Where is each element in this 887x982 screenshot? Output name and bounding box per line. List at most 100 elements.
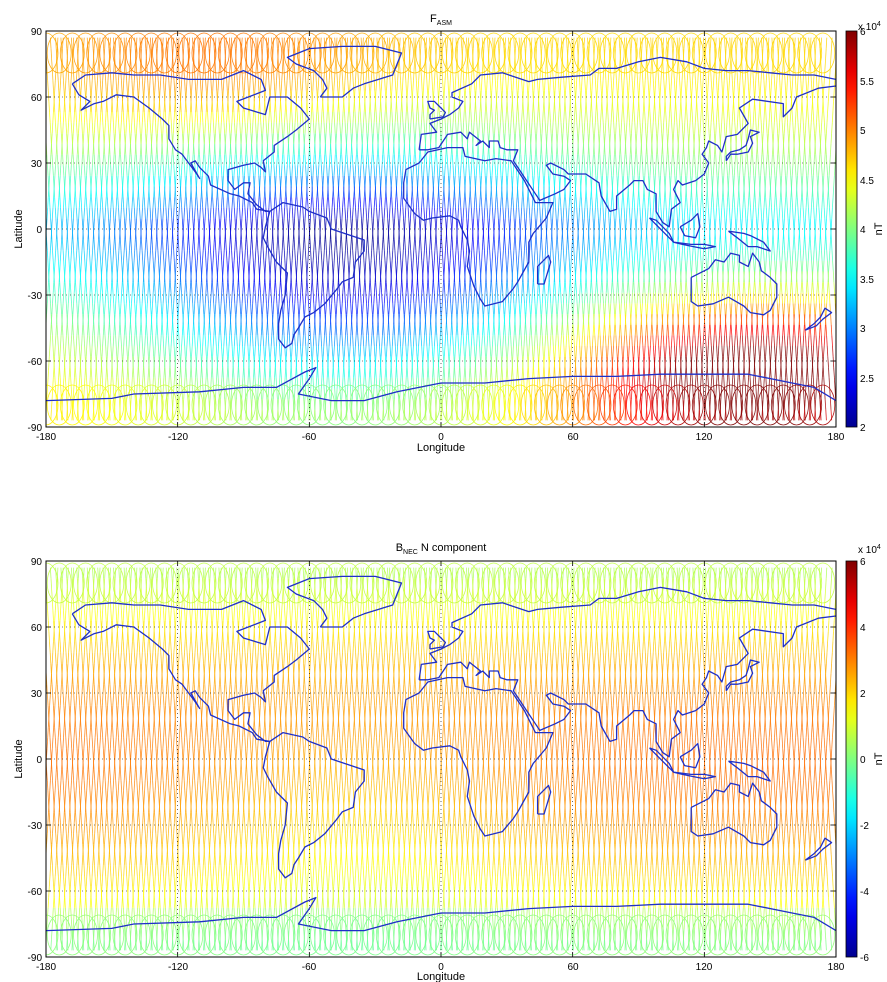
- track-segment: [112, 197, 114, 208]
- track-segment: [118, 37, 120, 49]
- track-segment: [49, 335, 51, 347]
- track-segment: [106, 356, 108, 368]
- track-segment: [105, 165, 107, 176]
- track-segment: [85, 175, 87, 187]
- track-segment: [72, 324, 74, 336]
- track-segment: [43, 357, 44, 368]
- track-segment: [69, 260, 72, 272]
- track-segment: [112, 80, 114, 91]
- track-segment: [55, 37, 57, 49]
- track-segment: [117, 175, 119, 187]
- track-segment: [69, 367, 72, 378]
- track-segment: [135, 324, 137, 336]
- track-segment: [56, 324, 58, 336]
- track-segment: [46, 154, 48, 166]
- track-segment: [93, 143, 95, 155]
- track-segment: [104, 250, 107, 261]
- track-segment: [89, 367, 92, 378]
- track-segment: [63, 197, 65, 208]
- track-segment: [73, 250, 75, 261]
- track-segment: [92, 37, 94, 49]
- track-segment: [95, 186, 98, 198]
- track-segment: [39, 335, 40, 346]
- track-segment: [119, 303, 122, 315]
- track-segment: [84, 80, 86, 91]
- track-segment: [109, 303, 111, 315]
- track-segment: [63, 80, 65, 91]
- track-segment: [60, 239, 62, 251]
- track-segment: [79, 260, 81, 272]
- track-segment: [47, 377, 49, 389]
- track-segment: [119, 324, 122, 336]
- track-segment: [115, 250, 117, 261]
- track-segment: [64, 111, 67, 123]
- track-segment: [100, 260, 102, 272]
- track-segment: [97, 154, 99, 166]
- track-segment: [75, 165, 77, 176]
- track-segment: [63, 367, 65, 378]
- track-segment: [115, 122, 117, 134]
- track-segment: [57, 207, 59, 219]
- track-segment: [98, 399, 100, 410]
- track-segment: [96, 250, 99, 261]
- track-segment: [80, 197, 82, 208]
- track-segment: [104, 37, 106, 49]
- track-segment: [122, 111, 125, 123]
- track-segment: [44, 261, 45, 272]
- track-segment: [65, 122, 67, 134]
- track-segment: [57, 335, 59, 347]
- track-segment: [54, 111, 56, 123]
- track-segment: [111, 271, 113, 283]
- track-segment: [83, 154, 85, 166]
- track-segment: [62, 388, 64, 400]
- track-segment: [83, 165, 86, 176]
- track-segment: [73, 377, 75, 389]
- track-segment: [124, 143, 127, 155]
- track-segment: [69, 175, 72, 187]
- track-segment: [105, 367, 107, 378]
- track-segment: [65, 37, 68, 49]
- track-segment: [52, 165, 54, 176]
- track-segment: [59, 345, 61, 357]
- track-segment: [48, 260, 51, 272]
- track-segment: [74, 271, 76, 283]
- track-segment: [132, 175, 134, 187]
- track-segment: [78, 165, 81, 176]
- track-segment: [104, 218, 106, 230]
- track-segment: [65, 69, 67, 81]
- track-segment: [123, 324, 126, 336]
- track-segment: [92, 154, 94, 166]
- track-segment: [77, 324, 80, 336]
- track-segment: [123, 239, 126, 251]
- track-segment: [129, 239, 131, 251]
- track-segment: [127, 186, 129, 198]
- track-segment: [73, 197, 76, 208]
- track-segment: [118, 154, 120, 166]
- track-segment: [99, 165, 102, 176]
- track-segment: [126, 260, 128, 272]
- track-segment: [49, 111, 51, 123]
- track-segment: [67, 303, 69, 315]
- track-segment: [40, 133, 41, 144]
- track-segment: [65, 154, 68, 166]
- track-segment: [75, 335, 78, 347]
- track-segment: [80, 80, 83, 91]
- track-segment: [90, 260, 93, 272]
- track-segment: [52, 292, 54, 304]
- track-segment: [44, 346, 45, 357]
- track-segment: [111, 186, 113, 198]
- track-segment: [119, 399, 121, 410]
- track-segment: [102, 388, 104, 400]
- track-segment: [56, 154, 59, 166]
- track-segment: [51, 58, 53, 70]
- track-segment: [60, 303, 62, 315]
- track-segment: [102, 335, 104, 347]
- track-segment: [67, 58, 69, 70]
- track-segment: [92, 133, 94, 144]
- track-segment: [66, 218, 68, 230]
- track-segment: [46, 250, 49, 261]
- track-segment: [131, 345, 133, 357]
- track-segment: [121, 345, 123, 357]
- track-segment: [58, 186, 61, 198]
- track-segment: [103, 228, 105, 240]
